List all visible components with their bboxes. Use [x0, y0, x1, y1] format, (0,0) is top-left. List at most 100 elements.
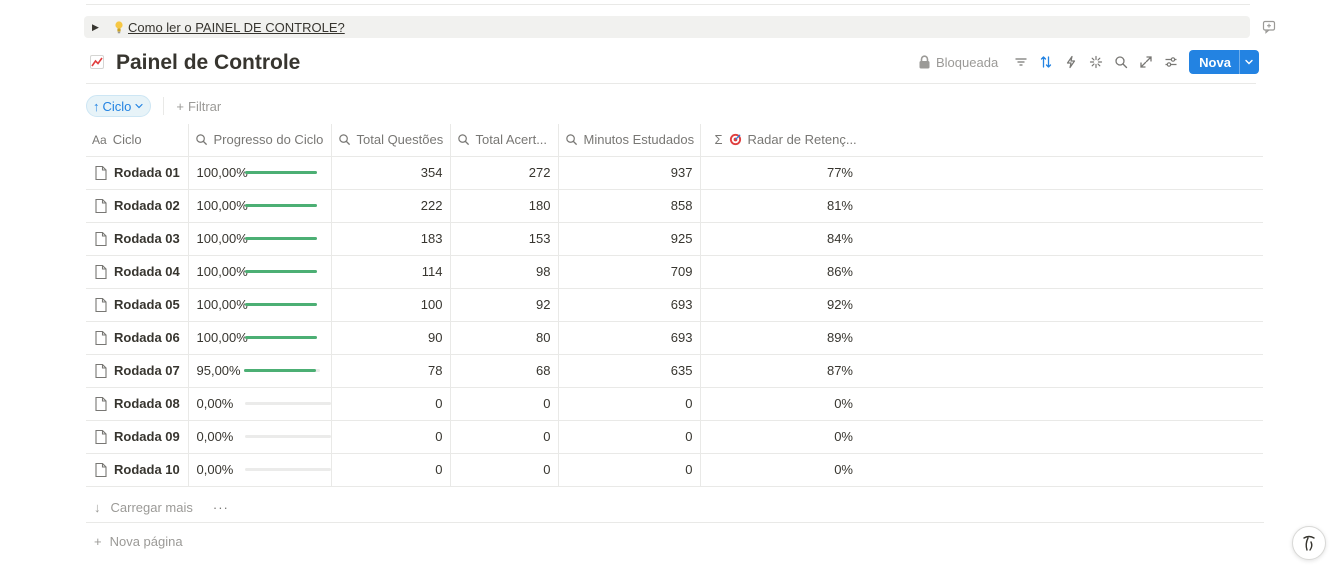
table-row[interactable]: Rodada 03 100,00% 183 153 925 84%	[86, 222, 1263, 256]
sort-chip[interactable]: ↑ Ciclo	[86, 95, 152, 117]
help-button[interactable]	[1292, 526, 1326, 560]
table-row[interactable]: Rodada 01 100,00% 354 272 937 77%	[86, 156, 1263, 190]
cell-minutos[interactable]: 937	[558, 156, 701, 190]
cell-minutos[interactable]: 0	[558, 387, 701, 421]
row-title[interactable]: Rodada 03	[114, 231, 180, 246]
cell-questoes[interactable]: 0	[331, 453, 451, 487]
cell-ciclo[interactable]: Rodada 08	[86, 387, 189, 421]
cell-minutos[interactable]: 693	[558, 288, 701, 322]
cell-questoes[interactable]: 78	[331, 354, 451, 388]
table-row[interactable]: Rodada 06 100,00% 90 80 693 89%	[86, 321, 1263, 355]
cell-questoes[interactable]: 100	[331, 288, 451, 322]
cell-radar[interactable]: 84%	[700, 222, 860, 256]
lightning-icon[interactable]	[1058, 50, 1083, 74]
cell-radar[interactable]: 0%	[700, 387, 860, 421]
cell-progresso[interactable]: 100,00%	[188, 255, 332, 289]
cell-questoes[interactable]: 114	[331, 255, 451, 289]
cell-ciclo[interactable]: Rodada 02	[86, 189, 189, 223]
cell-ciclo[interactable]: Rodada 06	[86, 321, 189, 355]
cell-questoes[interactable]: 0	[331, 420, 451, 454]
row-title[interactable]: Rodada 05	[114, 297, 180, 312]
cell-radar[interactable]: 77%	[700, 156, 860, 190]
table-row[interactable]: Rodada 07 95,00% 78 68 635 87%	[86, 354, 1263, 388]
page-title[interactable]: Painel de Controle	[116, 51, 301, 74]
table-row[interactable]: Rodada 10 0,00% 0 0 0 0%	[86, 453, 1263, 487]
cell-progresso[interactable]: 100,00%	[188, 222, 332, 256]
cell-ciclo[interactable]: Rodada 04	[86, 255, 189, 289]
cell-minutos[interactable]: 693	[558, 321, 701, 355]
cell-acertos[interactable]: 92	[450, 288, 559, 322]
cell-radar[interactable]: 89%	[700, 321, 860, 355]
lock-status[interactable]: Bloqueada	[918, 55, 998, 70]
cell-acertos[interactable]: 0	[450, 387, 559, 421]
cell-ciclo[interactable]: Rodada 09	[86, 420, 189, 454]
row-title[interactable]: Rodada 09	[114, 429, 180, 444]
cell-acertos[interactable]: 0	[450, 453, 559, 487]
cell-progresso[interactable]: 100,00%	[188, 321, 332, 355]
cell-questoes[interactable]: 183	[331, 222, 451, 256]
cell-minutos[interactable]: 0	[558, 420, 701, 454]
cell-radar[interactable]: 0%	[700, 453, 860, 487]
more-options-icon[interactable]: ···	[212, 499, 229, 515]
column-header-ciclo[interactable]: Aa Ciclo	[86, 124, 189, 157]
add-filter-button[interactable]: + Filtrar	[176, 99, 221, 114]
cell-questoes[interactable]: 222	[331, 189, 451, 223]
row-title[interactable]: Rodada 10	[114, 462, 180, 477]
cell-minutos[interactable]: 709	[558, 255, 701, 289]
row-title[interactable]: Rodada 04	[114, 264, 180, 279]
cell-minutos[interactable]: 858	[558, 189, 701, 223]
cell-progresso[interactable]: 100,00%	[188, 156, 332, 190]
cell-radar[interactable]: 92%	[700, 288, 860, 322]
chevron-down-icon[interactable]	[1238, 50, 1259, 74]
row-title[interactable]: Rodada 01	[114, 165, 180, 180]
column-header-questoes[interactable]: Total Questões	[331, 124, 451, 157]
column-header-progresso[interactable]: Progresso do Ciclo	[188, 124, 332, 157]
cell-ciclo[interactable]: Rodada 10	[86, 453, 189, 487]
expand-icon[interactable]	[1133, 50, 1158, 74]
row-title[interactable]: Rodada 08	[114, 396, 180, 411]
cell-progresso[interactable]: 100,00%	[188, 288, 332, 322]
table-row[interactable]: Rodada 08 0,00% 0 0 0 0%	[86, 387, 1263, 421]
cell-ciclo[interactable]: Rodada 05	[86, 288, 189, 322]
cell-ciclo[interactable]: Rodada 01	[86, 156, 189, 190]
cell-questoes[interactable]: 90	[331, 321, 451, 355]
column-header-radar[interactable]: Σ Radar de Retenç...	[700, 124, 860, 157]
cell-acertos[interactable]: 80	[450, 321, 559, 355]
cell-radar[interactable]: 86%	[700, 255, 860, 289]
table-row[interactable]: Rodada 02 100,00% 222 180 858 81%	[86, 189, 1263, 223]
cell-progresso[interactable]: 0,00%	[188, 387, 332, 421]
cell-acertos[interactable]: 153	[450, 222, 559, 256]
column-header-minutos[interactable]: Minutos Estudados	[558, 124, 701, 157]
row-title[interactable]: Rodada 02	[114, 198, 180, 213]
toggle-title-link[interactable]: Como ler o PAINEL DE CONTROLE?	[128, 19, 345, 35]
toggle-arrow-icon[interactable]: ▶	[92, 21, 99, 32]
cell-radar[interactable]: 0%	[700, 420, 860, 454]
cell-acertos[interactable]: 68	[450, 354, 559, 388]
cell-acertos[interactable]: 98	[450, 255, 559, 289]
sort-icon[interactable]	[1033, 50, 1058, 74]
cell-progresso[interactable]: 0,00%	[188, 420, 332, 454]
new-button[interactable]: Nova	[1189, 50, 1259, 74]
table-row[interactable]: Rodada 05 100,00% 100 92 693 92%	[86, 288, 1263, 322]
table-row[interactable]: Rodada 04 100,00% 114 98 709 86%	[86, 255, 1263, 289]
filter-icon[interactable]	[1008, 50, 1033, 74]
sparkle-icon[interactable]	[1083, 50, 1108, 74]
table-row[interactable]: Rodada 09 0,00% 0 0 0 0%	[86, 420, 1263, 454]
toggle-block[interactable]: ▶ Como ler o PAINEL DE CONTROLE?	[84, 16, 1250, 38]
cell-ciclo[interactable]: Rodada 07	[86, 354, 189, 388]
column-header-acertos[interactable]: Total Acert...	[450, 124, 559, 157]
row-title[interactable]: Rodada 06	[114, 330, 180, 345]
cell-acertos[interactable]: 180	[450, 189, 559, 223]
row-title[interactable]: Rodada 07	[114, 363, 180, 378]
cell-acertos[interactable]: 272	[450, 156, 559, 190]
search-icon[interactable]	[1108, 50, 1133, 74]
load-more-button[interactable]: ↓ Carregar mais ···	[94, 498, 229, 516]
cell-progresso[interactable]: 100,00%	[188, 189, 332, 223]
cell-minutos[interactable]: 635	[558, 354, 701, 388]
cell-questoes[interactable]: 354	[331, 156, 451, 190]
cell-acertos[interactable]: 0	[450, 420, 559, 454]
cell-questoes[interactable]: 0	[331, 387, 451, 421]
settings-icon[interactable]	[1158, 50, 1183, 74]
cell-radar[interactable]: 87%	[700, 354, 860, 388]
new-button-label[interactable]: Nova	[1199, 54, 1231, 70]
